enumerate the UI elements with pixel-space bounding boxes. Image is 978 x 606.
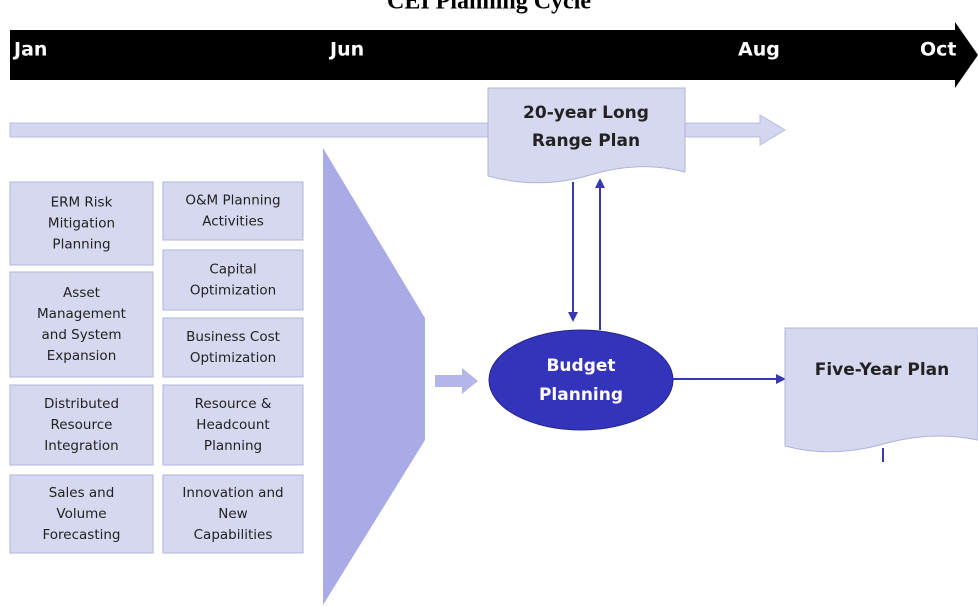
- budget-ellipse: [488, 329, 674, 431]
- activity-label: ERM Risk: [51, 195, 113, 211]
- activity-box: [9, 181, 154, 266]
- activity-label: Innovation and: [182, 485, 283, 501]
- activity-label: Asset: [63, 285, 100, 301]
- activity-label: Activities: [202, 214, 264, 230]
- five-year-plan-label: Five-Year Plan: [815, 360, 950, 380]
- timeline-label: Jun: [328, 39, 364, 61]
- activity-label: Distributed: [44, 396, 119, 412]
- activity-label: Planning: [204, 438, 262, 454]
- activity-label: Resource: [51, 417, 113, 433]
- budget-label: Planning: [539, 385, 623, 405]
- timeline-label: Jan: [12, 39, 47, 61]
- activity-label: Sales and: [49, 485, 115, 501]
- activity-label: Integration: [44, 438, 118, 454]
- timeline-label: Oct: [920, 39, 957, 61]
- activity-label: Business Cost: [186, 329, 280, 345]
- input-arrow: [435, 368, 478, 394]
- long-range-plan-box: [487, 87, 686, 184]
- activity-label: Capabilities: [194, 527, 273, 543]
- activity-box: [162, 384, 304, 466]
- activity-box: [162, 474, 304, 554]
- activity-label: New: [218, 506, 247, 522]
- activity-box: [162, 249, 304, 311]
- activity-label: Resource &: [195, 396, 272, 412]
- long-arrow: [9, 114, 786, 146]
- long-range-plan-label: Range Plan: [532, 131, 640, 151]
- timeline-label: Aug: [738, 39, 780, 61]
- activity-label: Forecasting: [42, 527, 120, 543]
- title: CEI Planning Cycle: [387, 0, 591, 15]
- activity-boxes: ERM Risk Mitigation Planning Asset Managemen…: [9, 181, 304, 554]
- activity-label: Mitigation: [48, 216, 115, 232]
- funnel: [323, 148, 425, 605]
- activity-box: [162, 181, 304, 241]
- activity-label: Capital: [209, 262, 256, 278]
- long-range-plan-label: 20-year Long: [523, 103, 649, 123]
- activity-label: Optimization: [190, 283, 276, 299]
- activity-box: [9, 384, 154, 466]
- arrowhead: [776, 374, 786, 384]
- activity-box: [9, 474, 154, 554]
- activity-label: and System: [41, 327, 121, 343]
- five-year-plan-box: [784, 327, 978, 453]
- activity-label: Planning: [52, 237, 110, 253]
- arrowhead: [568, 312, 578, 322]
- activity-label: Expansion: [47, 348, 117, 364]
- activity-label: Headcount: [196, 417, 269, 433]
- activity-label: Management: [37, 306, 126, 322]
- activity-label: Optimization: [190, 350, 276, 366]
- activity-box: [9, 271, 154, 378]
- timeline-arrow: [10, 22, 978, 88]
- budget-label: Budget: [546, 356, 615, 376]
- arrowhead: [595, 178, 605, 188]
- activity-label: O&M Planning: [185, 193, 280, 209]
- activity-label: Volume: [56, 506, 106, 522]
- activity-box: [162, 317, 304, 378]
